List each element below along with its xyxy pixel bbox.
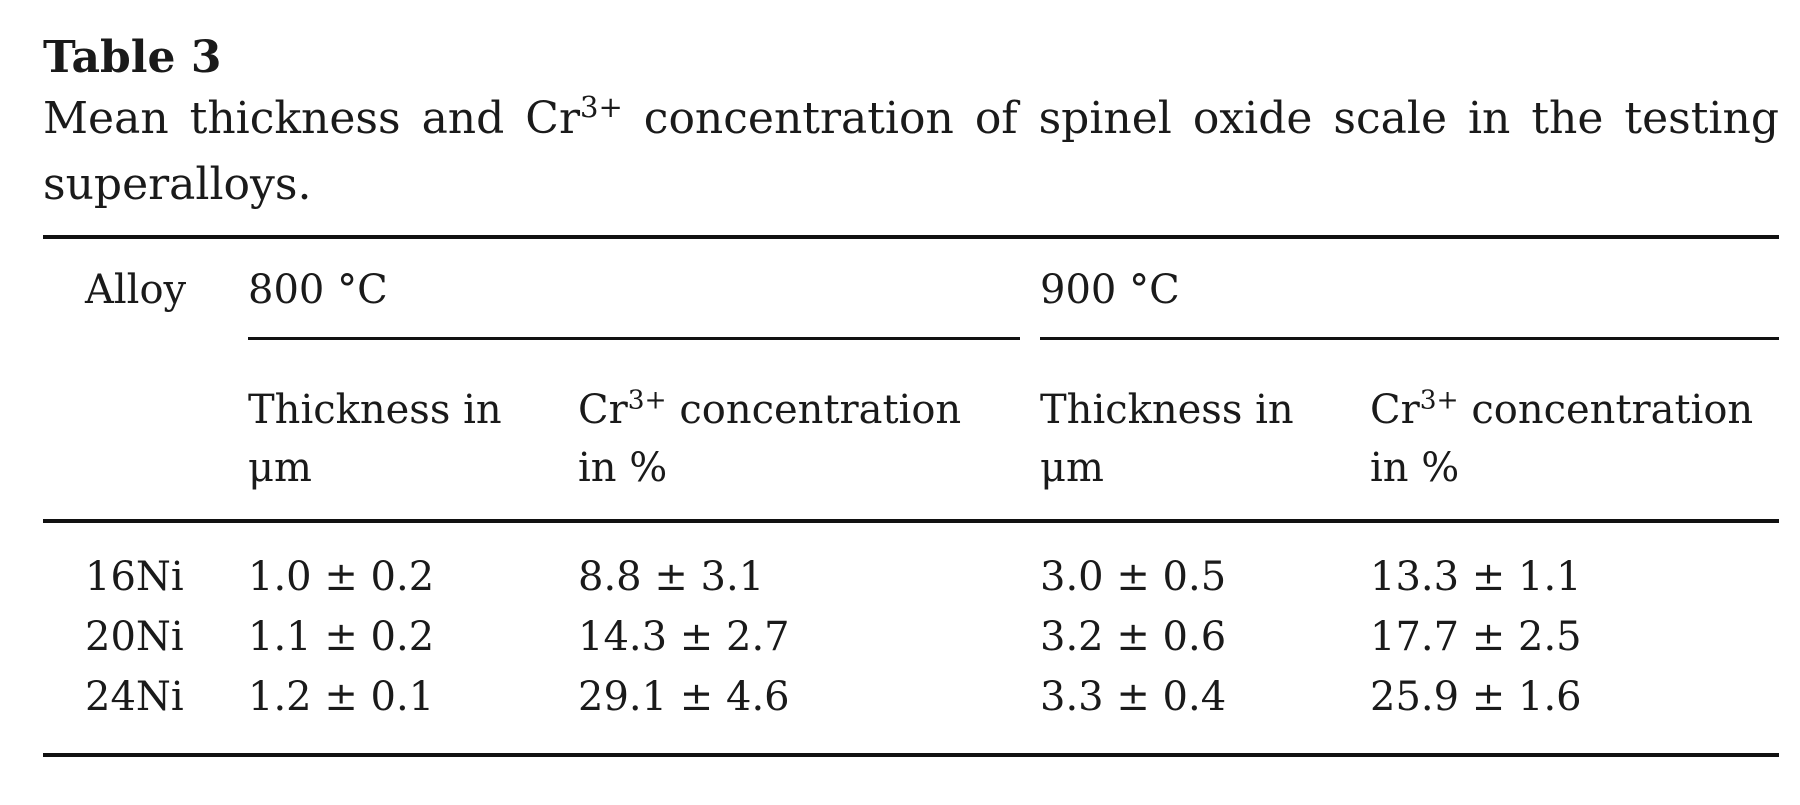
header-concentration-800: Cr3+ concentration in % <box>578 355 1020 521</box>
header-conc-line2: in % <box>578 445 668 491</box>
header-concentration-900: Cr3+ concentration in % <box>1370 355 1779 521</box>
cell-concentration-900: 13.3 ± 1.1 <box>1370 554 1582 600</box>
cell-concentration-800: 8.8 ± 3.1 <box>578 554 765 600</box>
cell-thickness-900: 3.2 ± 0.6 <box>1040 614 1227 660</box>
header-rule-row <box>43 327 1779 355</box>
header-conc-line1: concentration <box>666 387 962 433</box>
header-thickness-800: Thickness in μm <box>248 355 578 521</box>
cell-concentration-800: 14.3 ± 2.7 <box>578 614 790 660</box>
caption-text-2: concentration of spinel oxide scale in t… <box>622 93 1779 144</box>
header-conc-sup: 3+ <box>1419 384 1459 416</box>
header-conc-sup: 3+ <box>627 384 667 416</box>
table-row: 24Ni 1.2 ± 0.1 29.1 ± 4.6 3.3 ± 0.4 25.9… <box>43 667 1779 755</box>
cell-alloy: 16Ni <box>85 554 184 600</box>
cell-alloy: 20Ni <box>85 614 184 660</box>
cell-thickness-800: 1.1 ± 0.2 <box>248 614 435 660</box>
table-figure: Table 3 Mean thickness and Cr3+ concentr… <box>43 30 1779 757</box>
header-conc-prefix: Cr <box>1370 387 1420 433</box>
header-conc-prefix: Cr <box>578 387 628 433</box>
header-thickness-900: Thickness in μm <box>1040 355 1370 521</box>
caption-line-1: Mean thickness and Cr3+ concentration of… <box>43 86 1779 152</box>
header-row-temperature: Alloy 800 °C 900 °C <box>43 237 1779 327</box>
cell-concentration-900: 17.7 ± 2.5 <box>1370 614 1582 660</box>
cell-thickness-900: 3.3 ± 0.4 <box>1040 674 1227 720</box>
table-label: Table 3 <box>43 32 222 83</box>
table-caption: Mean thickness and Cr3+ concentration of… <box>43 86 1779 218</box>
cell-concentration-800: 29.1 ± 4.6 <box>578 674 790 720</box>
header-temp-900: 900 °C <box>1040 267 1180 313</box>
caption-superscript: 3+ <box>580 90 623 125</box>
header-row-columns: Thickness in μm Cr3+ concentration in % … <box>43 355 1779 521</box>
header-conc-line1: concentration <box>1458 387 1754 433</box>
data-table: Alloy 800 °C 900 °C Thickness in μm Cr3+… <box>43 235 1779 757</box>
cell-thickness-900: 3.0 ± 0.5 <box>1040 554 1227 600</box>
group-rule-800 <box>248 337 1020 340</box>
group-rule-900 <box>1040 337 1779 340</box>
header-conc-line2: in % <box>1370 445 1460 491</box>
header-thickness-line1: Thickness in <box>1040 387 1294 433</box>
header-thickness-line2: μm <box>248 445 312 491</box>
header-temp-800: 800 °C <box>248 267 388 313</box>
caption-text-3: superalloys. <box>43 159 312 210</box>
header-thickness-line1: Thickness in <box>248 387 502 433</box>
table-row: 16Ni 1.0 ± 0.2 8.8 ± 3.1 3.0 ± 0.5 13.3 … <box>43 521 1779 607</box>
cell-alloy: 24Ni <box>85 674 184 720</box>
cell-thickness-800: 1.0 ± 0.2 <box>248 554 435 600</box>
caption-text-1: Mean thickness and Cr <box>43 93 581 144</box>
cell-concentration-900: 25.9 ± 1.6 <box>1370 674 1582 720</box>
table-row: 20Ni 1.1 ± 0.2 14.3 ± 2.7 3.2 ± 0.6 17.7… <box>43 607 1779 667</box>
cell-thickness-800: 1.2 ± 0.1 <box>248 674 435 720</box>
header-alloy: Alloy <box>85 267 187 313</box>
header-thickness-line2: μm <box>1040 445 1104 491</box>
